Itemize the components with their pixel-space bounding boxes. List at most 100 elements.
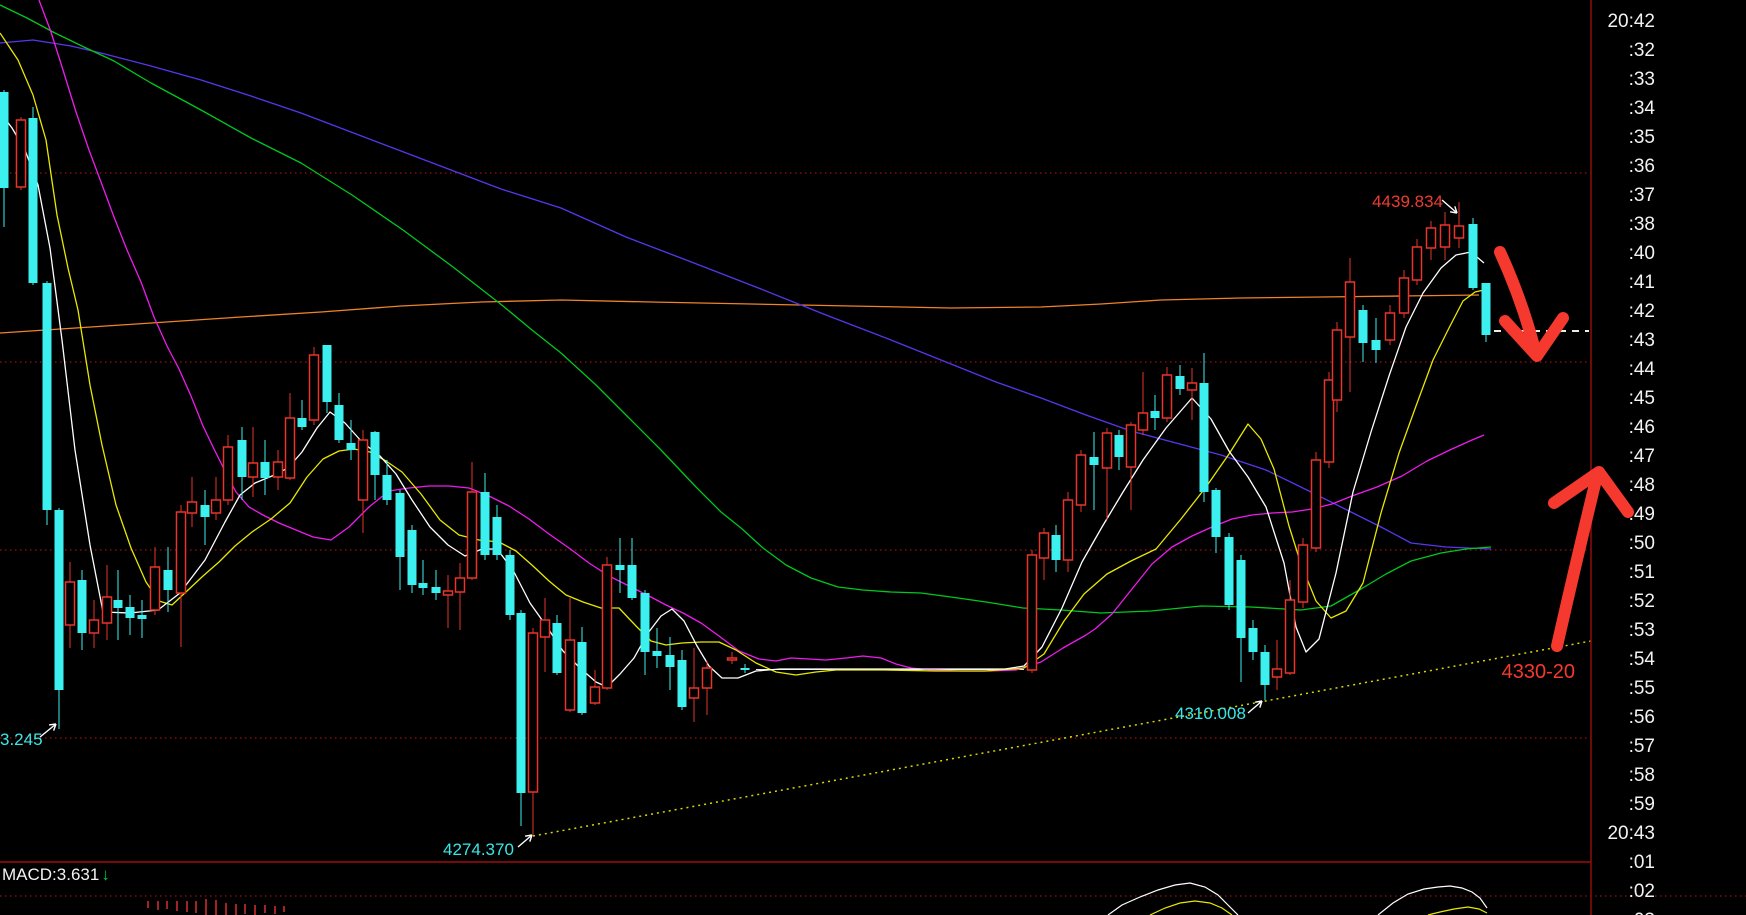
candle[interactable] <box>0 90 9 227</box>
candle[interactable] <box>552 615 562 675</box>
candle[interactable] <box>222 435 234 505</box>
candle[interactable] <box>334 393 344 443</box>
candle[interactable] <box>1186 368 1198 420</box>
candle[interactable] <box>652 628 662 668</box>
candle[interactable] <box>454 563 466 630</box>
candle[interactable] <box>466 462 478 580</box>
candle[interactable] <box>1137 372 1149 435</box>
candle[interactable] <box>28 107 38 285</box>
candle[interactable] <box>1323 372 1335 468</box>
candle[interactable] <box>701 661 713 715</box>
candle[interactable] <box>186 477 198 527</box>
candle[interactable] <box>357 430 369 533</box>
candle[interactable] <box>640 590 650 675</box>
candle[interactable] <box>665 637 675 690</box>
candle[interactable] <box>1425 221 1437 260</box>
candle[interactable] <box>308 347 320 425</box>
candle[interactable] <box>740 664 750 673</box>
candle[interactable] <box>1101 428 1113 520</box>
candle[interactable] <box>200 490 210 545</box>
candle[interactable] <box>1398 270 1410 318</box>
candle[interactable] <box>1114 430 1124 470</box>
candle[interactable] <box>492 505 502 560</box>
candle[interactable] <box>297 400 307 430</box>
candle[interactable] <box>1161 367 1173 422</box>
candle[interactable] <box>418 560 428 595</box>
candle[interactable] <box>247 427 259 497</box>
candle[interactable] <box>284 393 296 480</box>
candle[interactable] <box>88 600 100 648</box>
candle[interactable] <box>677 650 687 710</box>
price-annotation-high: 4439.834 <box>1372 192 1443 211</box>
candle[interactable] <box>272 450 284 490</box>
candle[interactable] <box>1310 452 1322 552</box>
candle[interactable] <box>431 570 441 600</box>
candle[interactable] <box>688 648 700 722</box>
candle[interactable] <box>1051 525 1061 572</box>
candle[interactable] <box>1211 488 1221 553</box>
candle[interactable] <box>442 575 454 628</box>
candle[interactable] <box>564 598 576 712</box>
candle[interactable] <box>516 610 526 826</box>
candle[interactable] <box>113 570 123 640</box>
candle[interactable] <box>382 460 392 505</box>
candle[interactable] <box>1062 492 1074 572</box>
candle[interactable] <box>726 652 738 664</box>
candle[interactable] <box>163 547 173 612</box>
candle[interactable] <box>505 550 515 620</box>
candle[interactable] <box>149 547 161 615</box>
candle[interactable] <box>407 525 417 593</box>
candle[interactable] <box>1248 620 1258 660</box>
candle[interactable] <box>210 477 222 520</box>
candle[interactable] <box>137 600 147 638</box>
candle[interactable] <box>54 508 64 729</box>
candle[interactable] <box>577 627 587 715</box>
candle[interactable] <box>101 565 113 640</box>
candle[interactable] <box>1089 432 1099 510</box>
candle[interactable] <box>237 427 247 500</box>
moving-average-lines <box>0 0 1492 688</box>
candle[interactable] <box>1236 555 1246 682</box>
candle[interactable] <box>480 473 490 560</box>
candle[interactable] <box>1331 322 1343 412</box>
candle[interactable] <box>1453 202 1465 248</box>
candle[interactable] <box>370 431 380 500</box>
candle[interactable] <box>1297 538 1309 608</box>
candle[interactable] <box>539 598 551 672</box>
candle[interactable] <box>1439 212 1451 260</box>
candle[interactable] <box>1284 580 1296 675</box>
candle[interactable] <box>125 595 135 635</box>
candle[interactable] <box>42 281 52 525</box>
candle[interactable] <box>1481 283 1491 342</box>
candle[interactable] <box>260 440 270 495</box>
candle[interactable] <box>395 490 405 590</box>
candle[interactable] <box>1271 640 1283 690</box>
candle[interactable] <box>175 505 187 647</box>
candle[interactable] <box>1344 258 1356 392</box>
candle[interactable] <box>1384 305 1396 345</box>
candle[interactable] <box>627 538 637 600</box>
candle[interactable] <box>64 562 76 648</box>
candle[interactable] <box>346 420 356 460</box>
candle[interactable] <box>615 538 625 593</box>
candle[interactable] <box>1411 239 1423 285</box>
candle[interactable] <box>527 628 539 835</box>
candle[interactable] <box>1075 450 1087 512</box>
candle[interactable] <box>15 117 27 190</box>
candle[interactable] <box>1125 422 1137 510</box>
candle[interactable] <box>1175 365 1185 395</box>
candle[interactable] <box>1371 318 1381 363</box>
candle[interactable] <box>1199 353 1209 502</box>
candle[interactable] <box>1038 528 1050 580</box>
candle[interactable] <box>1358 305 1368 362</box>
candle[interactable] <box>322 345 332 413</box>
candle[interactable] <box>1224 533 1234 610</box>
candle[interactable] <box>1026 550 1038 673</box>
candle[interactable] <box>77 570 87 650</box>
candle[interactable] <box>601 557 613 690</box>
candle[interactable] <box>1150 395 1160 430</box>
candle[interactable] <box>589 670 601 705</box>
candle[interactable] <box>1260 645 1270 700</box>
candle[interactable] <box>1468 218 1478 290</box>
